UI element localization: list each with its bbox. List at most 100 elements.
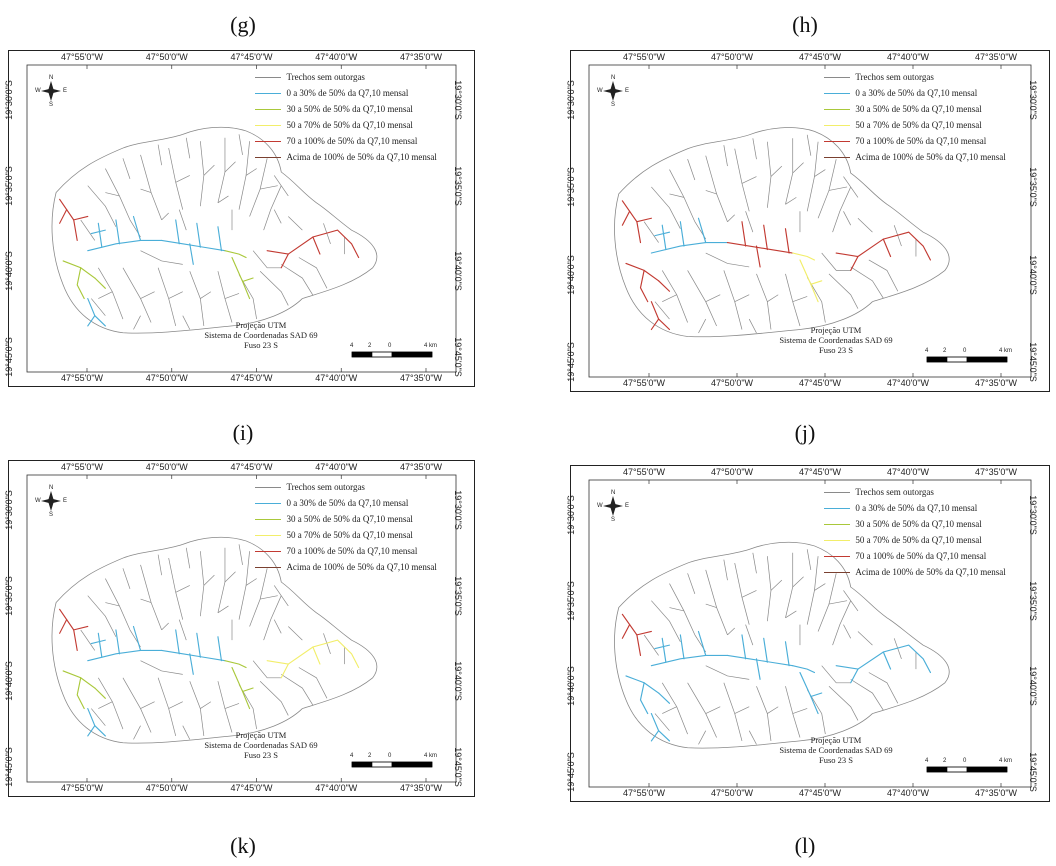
legend-swatch bbox=[824, 571, 851, 573]
stream-no-grant bbox=[651, 186, 681, 229]
north-label: E bbox=[63, 88, 68, 94]
stream-no-grant bbox=[785, 197, 797, 205]
legend-item: 30 a 50% de 50% da Q7,10 mensal bbox=[824, 101, 1005, 117]
projection-note: Projeção UTM Sistema de Coordenadas SAD 6… bbox=[771, 325, 901, 355]
lon-label: 47°35'0"W bbox=[400, 783, 443, 793]
stream-no-grant bbox=[175, 585, 190, 593]
stream-no-grant bbox=[687, 159, 696, 181]
north-arrow-icon bbox=[603, 496, 623, 516]
stream-no-grant bbox=[698, 730, 707, 745]
stream-no-grant bbox=[105, 192, 120, 197]
stream-west_lower bbox=[639, 269, 649, 303]
north-arrow-icon bbox=[603, 81, 623, 101]
stream-no-grant bbox=[263, 595, 282, 641]
legend-swatch bbox=[824, 523, 851, 525]
stream-no-grant bbox=[843, 176, 859, 198]
legend-swatch bbox=[824, 555, 851, 557]
stream-no-grant bbox=[105, 602, 120, 607]
stream-no-grant bbox=[245, 578, 257, 586]
lat-label: 19°40'0"S bbox=[565, 666, 576, 707]
stream-west_upper bbox=[621, 624, 631, 639]
lat-label: 19°30'0"S bbox=[565, 80, 576, 120]
legend-swatch bbox=[255, 140, 282, 142]
stream-no-grant bbox=[273, 175, 289, 197]
stream-west_lower bbox=[658, 692, 671, 704]
stream-no-grant bbox=[98, 291, 113, 299]
stream-no-grant bbox=[814, 169, 826, 177]
lat-label: 19°45'0"S bbox=[452, 337, 463, 377]
stream-no-grant bbox=[785, 610, 797, 619]
legend-label: 50 a 70% de 50% da Q7,10 mensal bbox=[855, 120, 982, 130]
stream-no-grant bbox=[189, 271, 205, 326]
stream-east bbox=[882, 238, 892, 258]
stream-no-grant bbox=[850, 679, 884, 711]
lon-label: 47°40'0"W bbox=[887, 467, 930, 477]
legend-swatch bbox=[824, 76, 851, 78]
lat-label: 19°35'0"S bbox=[1027, 167, 1038, 208]
map-frame: 47°55'0"W 47°55'0"W 47°50'0"W 47°50'0"W 47°4… bbox=[4, 50, 475, 387]
panel-label-k: (k) bbox=[230, 833, 256, 858]
stream-no-grant bbox=[157, 677, 177, 737]
stream-no-grant bbox=[157, 267, 177, 327]
stream-no-grant bbox=[200, 291, 212, 299]
lat-label: 19°45'0"S bbox=[452, 747, 463, 787]
stream-no-grant bbox=[806, 141, 819, 212]
lon-label: 47°55'0"W bbox=[61, 783, 104, 793]
legend-swatch bbox=[824, 92, 851, 94]
legend-item: 0 a 30% de 50% da Q7,10 mensal bbox=[255, 85, 436, 101]
lat-label: 19°40'0"S bbox=[1027, 254, 1038, 295]
stream-no-grant bbox=[766, 556, 772, 622]
legend-swatch bbox=[255, 108, 282, 110]
lat-label: 19°40'0"S bbox=[452, 661, 463, 702]
north-label: N bbox=[611, 490, 616, 496]
stream-no-grant bbox=[734, 294, 750, 302]
stream-no-grant bbox=[814, 583, 826, 591]
stream-no-grant bbox=[806, 556, 819, 625]
legend-item: 50 a 70% de 50% da Q7,10 mensal bbox=[255, 527, 436, 543]
stream-mid bbox=[175, 219, 180, 245]
stream-east bbox=[835, 644, 932, 674]
stream-no-grant bbox=[98, 267, 124, 320]
legend-label: Trechos sem outorgas bbox=[855, 72, 934, 82]
legend-swatch bbox=[824, 124, 851, 126]
north-label: S bbox=[49, 102, 54, 108]
stream-no-grant bbox=[178, 619, 187, 641]
stream-south_trib bbox=[224, 250, 247, 259]
projection-line: Fuso 23 S bbox=[818, 345, 853, 355]
lon-label: 47°55'0"W bbox=[623, 52, 666, 62]
stream-no-grant bbox=[785, 552, 794, 618]
stream-no-grant bbox=[643, 221, 659, 243]
stream-no-grant bbox=[87, 595, 117, 637]
stream-mid bbox=[189, 243, 194, 265]
legend-item: 50 a 70% de 50% da Q7,10 mensal bbox=[824, 117, 1005, 133]
legend-label: 30 a 50% de 50% da Q7,10 mensal bbox=[286, 514, 413, 524]
lon-label: 47°35'0"W bbox=[975, 788, 1018, 798]
panel-label-j: (j) bbox=[794, 420, 816, 445]
lon-label: 47°55'0"W bbox=[623, 467, 666, 477]
north-label: E bbox=[63, 498, 68, 504]
stream-no-grant bbox=[734, 148, 750, 212]
stream-no-grant bbox=[767, 294, 779, 302]
stream-main bbox=[115, 629, 120, 655]
stream-no-grant bbox=[199, 141, 205, 207]
stream-no-grant bbox=[785, 273, 801, 327]
lat-label: 19°45'0"S bbox=[3, 747, 14, 787]
stream-west_upper bbox=[73, 215, 89, 221]
stream-east bbox=[850, 255, 859, 271]
watershed-map bbox=[588, 479, 1032, 788]
north-label: N bbox=[49, 75, 54, 81]
stream-south_trib bbox=[224, 660, 247, 669]
lon-label: 47°50'0"W bbox=[145, 462, 188, 472]
legend-item: Acima de 100% de 50% da Q7,10 mensal bbox=[255, 559, 437, 575]
stream-no-grant bbox=[745, 624, 754, 646]
stream-south_trib bbox=[241, 277, 254, 283]
basin-outline bbox=[614, 541, 950, 749]
legend-item: 70 a 100% de 50% da Q7,10 mensal bbox=[255, 133, 436, 149]
legend-item: 30 a 50% de 50% da Q7,10 mensal bbox=[824, 516, 1005, 532]
legend-swatch bbox=[824, 156, 851, 158]
stream-east bbox=[266, 229, 360, 259]
stream-no-grant bbox=[662, 294, 677, 302]
legend-item: 0 a 30% de 50% da Q7,10 mensal bbox=[255, 495, 436, 511]
legend-swatch bbox=[255, 550, 282, 552]
lon-label: 47°45'0"W bbox=[799, 52, 842, 62]
